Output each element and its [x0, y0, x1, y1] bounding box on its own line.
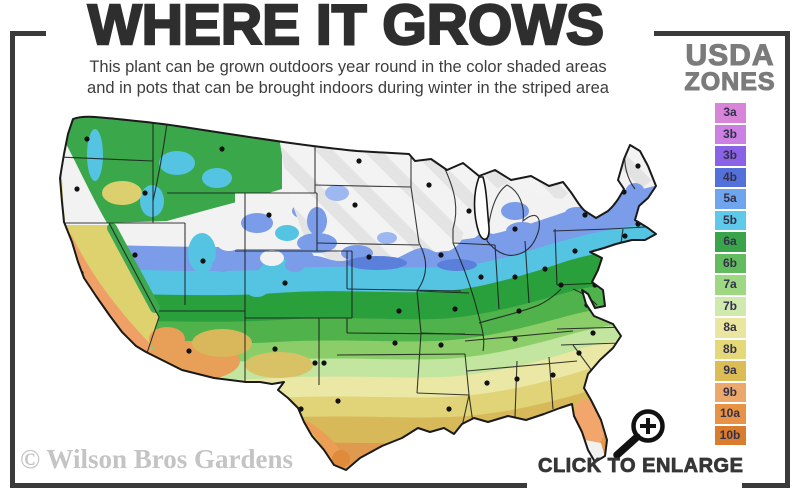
frame-top-left-segment: [10, 31, 46, 36]
legend-zone-5b: 5b: [714, 210, 746, 231]
legend-zone-10a: 10a: [714, 404, 746, 424]
legend-zone-7b: 7b: [714, 296, 746, 317]
usda-zone-map[interactable]: [17, 93, 662, 478]
watermark: © Wilson Bros Gardens: [20, 444, 293, 474]
click-to-enlarge-label[interactable]: CLICK TO ENLARGE: [538, 455, 744, 478]
page-title: WHERE IT GROWS: [87, 0, 606, 58]
legend-zone-6b: 6b: [714, 253, 746, 274]
legend-zone-3b: 3b: [714, 146, 746, 166]
zone-shading: [60, 116, 656, 470]
map-outline: [59, 115, 657, 471]
legend-zone-3a: 3a: [714, 103, 746, 123]
legend-zone-5a: 5a: [714, 189, 746, 209]
legend-zone-7a: 7a: [714, 275, 746, 295]
legend-zone-6a: 6a: [714, 232, 746, 252]
legend-zone-8b: 8b: [714, 339, 746, 360]
usda-zones-legend: USDA ZONES 3a 3b 3b 4b 5a 5b 6a 6b 7a 7b 8a 8b 9a 9b 1…: [672, 39, 788, 447]
legend-zone-3b: 3b: [714, 124, 746, 145]
subtitle-line-1: This plant can be grown outdoors year ro…: [89, 58, 607, 76]
frame-right-bar: [785, 31, 790, 488]
legend-zone-4b: 4b: [714, 167, 746, 188]
legend-title-usda: USDA: [685, 39, 775, 72]
legend-title-zones: ZONES: [684, 67, 776, 96]
legend-zone-9b: 9b: [714, 382, 746, 403]
magnifying-glass-plus-icon[interactable]: [608, 404, 684, 462]
frame-bottom-right-segment: [742, 483, 790, 488]
subtitle: This plant can be grown outdoors year ro…: [52, 57, 644, 100]
legend-zone-9a: 9a: [714, 361, 746, 381]
legend-zone-8a: 8a: [714, 318, 746, 338]
legend-zone-10b: 10b: [714, 425, 746, 446]
frame-top-right-segment: [654, 31, 790, 36]
subtitle-line-2: and in pots that can be brought indoors …: [87, 79, 609, 98]
lake-michigan: [473, 176, 490, 240]
frame-bottom-bar: [10, 483, 527, 488]
zone-swatch-list: 3a 3b 3b 4b 5a 5b 6a 6b 7a 7b 8a 8b 9a 9b 10a 10b: [714, 103, 746, 446]
frame-left-bar: [10, 31, 15, 488]
